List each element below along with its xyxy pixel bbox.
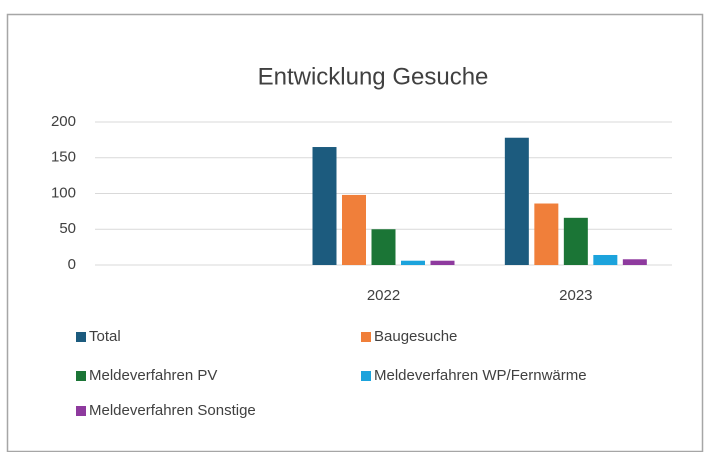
y-tick-label: 0	[68, 256, 76, 273]
bar	[312, 147, 337, 265]
legend-swatch	[76, 406, 86, 416]
bar	[401, 260, 425, 265]
y-tick-label: 100	[51, 184, 76, 201]
bar	[563, 217, 588, 265]
bar	[593, 254, 618, 265]
bar	[371, 229, 396, 265]
y-tick-label: 200	[51, 113, 76, 130]
legend-swatch	[361, 332, 371, 342]
legend-label: Meldeverfahren Sonstige	[89, 402, 256, 419]
legend-swatch	[76, 371, 86, 381]
bar	[342, 194, 366, 265]
legend-swatch	[361, 371, 371, 381]
y-tick-label: 150	[51, 149, 76, 166]
bar	[504, 137, 529, 265]
legend-label: Baugesuche	[374, 328, 457, 345]
legend-label: Meldeverfahren WP/Fernwärme	[374, 367, 587, 384]
x-tick-label: 2023	[559, 287, 592, 304]
legend-swatch	[76, 332, 86, 342]
legend-label: Meldeverfahren PV	[89, 367, 217, 384]
bar	[622, 259, 647, 265]
chart-title: Entwicklung Gesuche	[258, 63, 489, 90]
x-tick-label: 2022	[367, 287, 400, 304]
y-tick-label: 50	[59, 220, 76, 237]
bar	[534, 203, 559, 265]
bar	[430, 260, 455, 265]
legend-label: Total	[89, 328, 121, 345]
